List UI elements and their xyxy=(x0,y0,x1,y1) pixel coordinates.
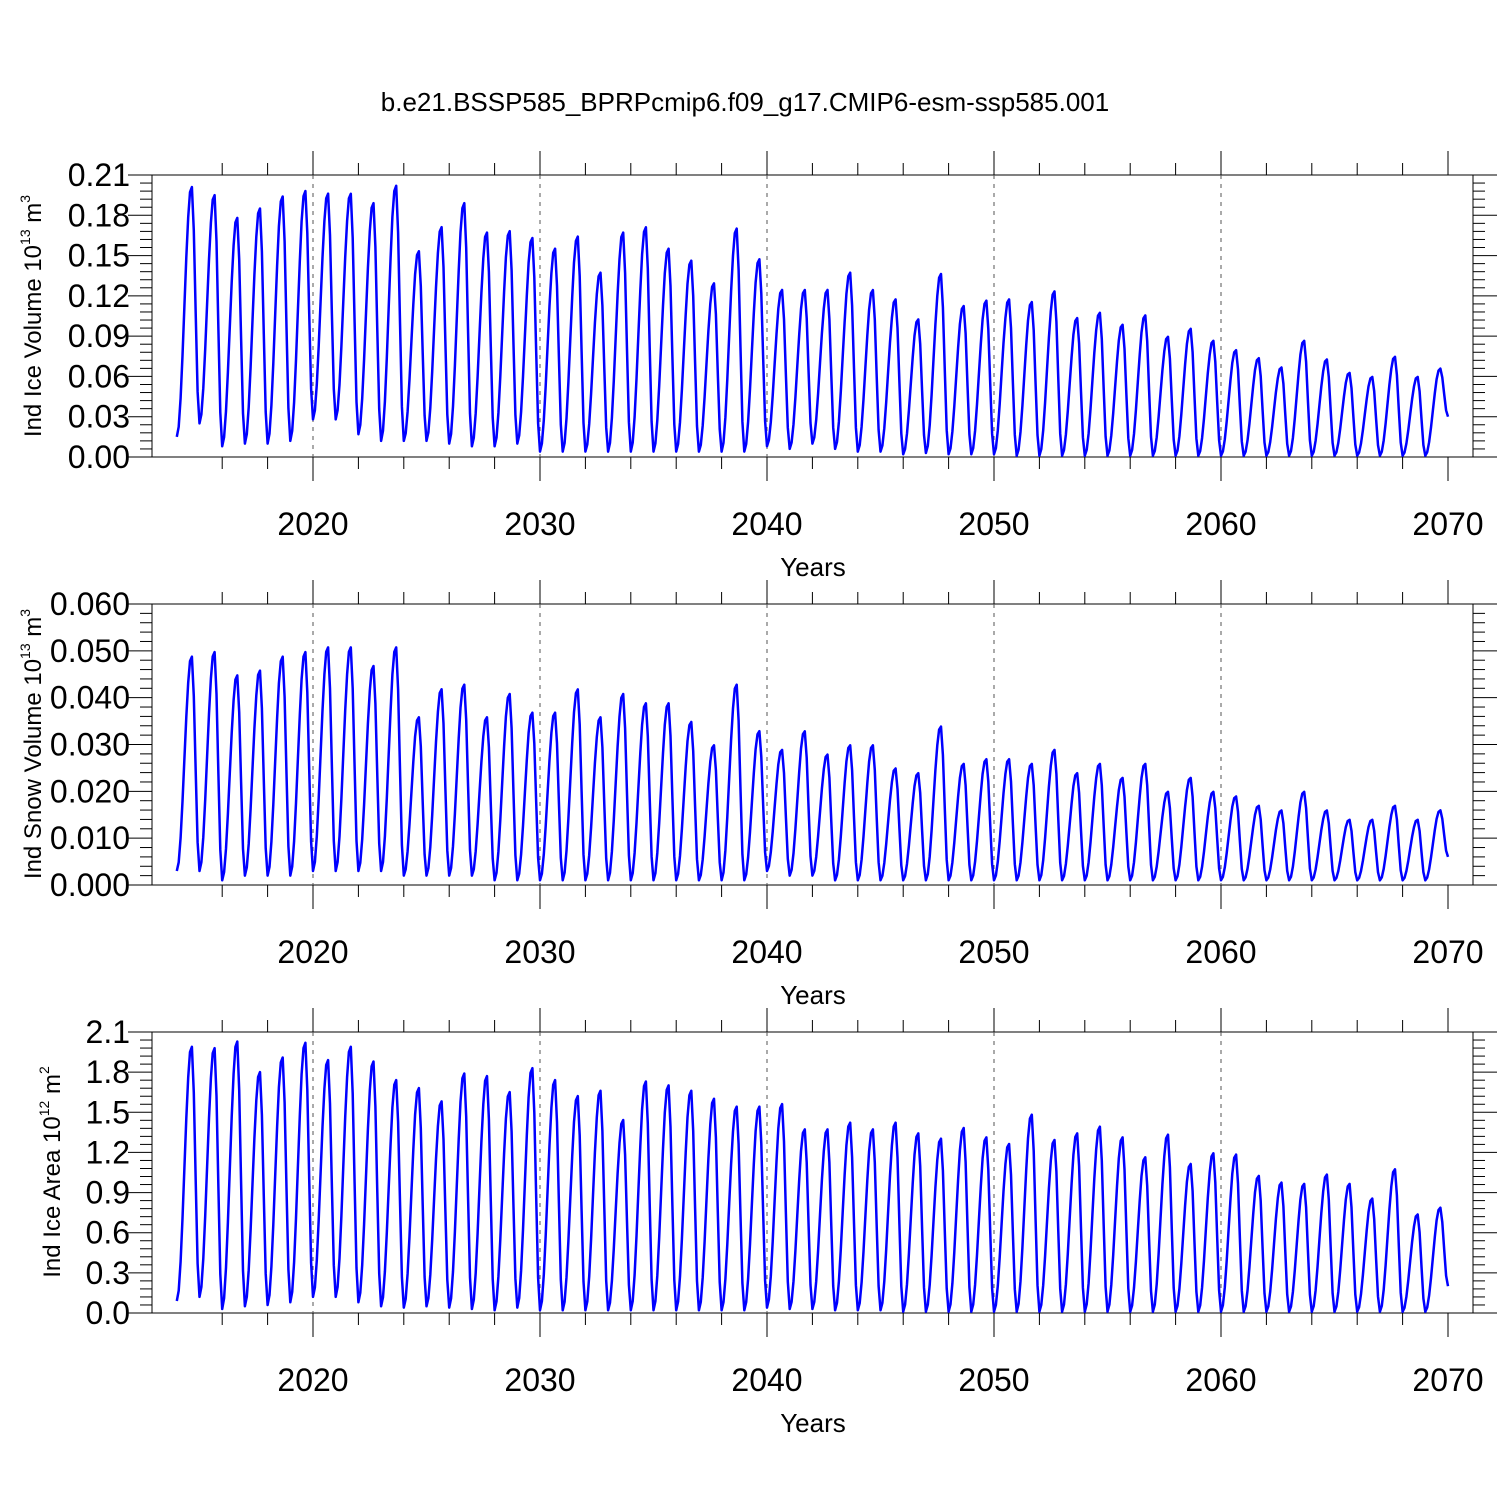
series-line xyxy=(175,646,1450,882)
x-tick-label: 2020 xyxy=(277,506,348,542)
x-axis-label: Years xyxy=(780,1408,846,1438)
figure-title: b.e21.BSSP585_BPRPcmip6.f09_g17.CMIP6-es… xyxy=(381,87,1109,117)
y-tick-label: 0.03 xyxy=(68,399,130,435)
x-tick-label: 2040 xyxy=(731,506,802,542)
plot-frame xyxy=(151,1031,1474,1314)
x-tick-label: 2050 xyxy=(958,506,1029,542)
y-tick-label: 0.9 xyxy=(86,1175,130,1211)
y-tick-label: 0.09 xyxy=(68,318,130,354)
snow-volume-panel: 0.000 0.010 0.020 0.030 0.040 0.050 0.060 2020 2… xyxy=(17,580,1497,1010)
y-tick-label: 0.21 xyxy=(68,157,130,193)
y-tick-label: 0.0 xyxy=(86,1295,130,1331)
y-tick-label: 0.18 xyxy=(68,197,130,233)
y-tick-label: 1.5 xyxy=(86,1094,130,1130)
y-tick-label: 0.020 xyxy=(50,773,130,809)
y-tick-label: 0.010 xyxy=(50,820,130,856)
y-axis-label: Ind Ice Volume 1013 m3 xyxy=(17,195,47,437)
y-tick-label: 0.15 xyxy=(68,238,130,274)
x-tick-label: 2050 xyxy=(958,934,1029,970)
y-tick-label: 0.6 xyxy=(86,1215,130,1251)
x-tick-label: 2030 xyxy=(504,1362,575,1398)
x-tick-label: 2070 xyxy=(1412,934,1483,970)
y-tick-label: 1.8 xyxy=(86,1054,130,1090)
y-tick-label: 0.12 xyxy=(68,278,130,314)
y-tick-label: 0.040 xyxy=(50,680,130,716)
y-tick-label: 0.030 xyxy=(50,727,130,763)
y-tick-label: 0.00 xyxy=(68,439,130,475)
x-tick-label: 2030 xyxy=(504,506,575,542)
x-tick-label: 2020 xyxy=(277,1362,348,1398)
series-line xyxy=(175,1040,1450,1313)
x-tick-label: 2070 xyxy=(1412,506,1483,542)
x-tick-label: 2040 xyxy=(731,1362,802,1398)
x-tick-label: 2070 xyxy=(1412,1362,1483,1398)
y-axis-label: Ind Snow Volume 1013 m3 xyxy=(17,609,47,879)
x-tick-label: 2040 xyxy=(731,934,802,970)
x-axis-label: Years xyxy=(780,980,846,1010)
y-tick-label: 2.1 xyxy=(86,1014,130,1050)
x-tick-label: 2060 xyxy=(1185,934,1256,970)
x-axis-label: Years xyxy=(780,552,846,582)
series-line xyxy=(175,184,1450,457)
y-tick-label: 0.050 xyxy=(50,633,130,669)
y-tick-label: 0.000 xyxy=(50,867,130,903)
x-tick-label: 2050 xyxy=(958,1362,1029,1398)
y-tick-label: 0.3 xyxy=(86,1255,130,1291)
y-tick-label: 0.06 xyxy=(68,358,130,394)
y-tick-label: 1.2 xyxy=(86,1134,130,1170)
y-tick-label: 0.060 xyxy=(50,586,130,622)
x-tick-label: 2030 xyxy=(504,934,575,970)
x-tick-label: 2060 xyxy=(1185,506,1256,542)
ice-area-panel: 0.0 0.3 0.6 0.9 1.2 1.5 1.8 2.1 2020 2030 2040 2050… xyxy=(36,1008,1497,1438)
y-axis-label: Ind Ice Area 1012 m2 xyxy=(36,1066,66,1278)
x-tick-label: 2020 xyxy=(277,934,348,970)
x-tick-label: 2060 xyxy=(1185,1362,1256,1398)
plot-frame xyxy=(151,174,1474,458)
ice-volume-panel: 0.00 0.03 0.06 0.09 0.12 0.15 0.18 0.21 2020 2030… xyxy=(17,151,1497,582)
